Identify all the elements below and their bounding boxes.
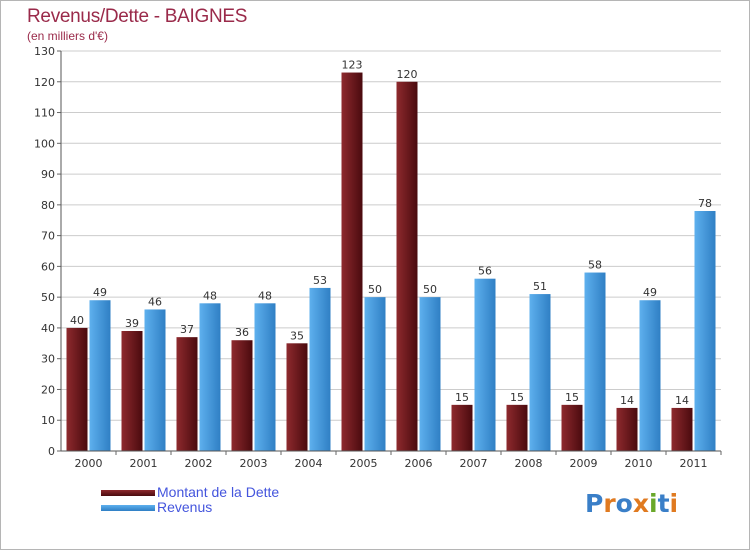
y-tick-label: 30 [41,353,55,366]
data-label: 120 [397,68,418,81]
x-tick-label: 2005 [350,457,378,470]
logo-letter: t [657,489,670,518]
bar-dette [506,404,528,451]
bar-revenus [309,287,331,451]
y-tick-label: 110 [34,107,55,120]
bar-dette [231,340,253,451]
data-label: 35 [290,329,304,342]
bar-revenus [584,272,606,451]
data-label: 48 [203,289,217,302]
y-tick-label: 90 [41,168,55,181]
x-tick-label: 2000 [75,457,103,470]
legend-label-dette: Montant de la Dette [157,484,280,500]
x-tick-label: 2006 [405,457,433,470]
bar-revenus [474,278,496,451]
x-tick-label: 2007 [460,457,488,470]
bar-revenus [199,303,221,451]
x-tick-label: 2010 [625,457,653,470]
bar-dette [121,331,143,451]
data-label: 48 [258,289,272,302]
logo-letter: r [603,489,616,518]
x-tick-label: 2002 [185,457,213,470]
data-label: 56 [478,265,492,278]
x-tick-label: 2004 [295,457,323,470]
y-tick-label: 10 [41,414,55,427]
x-tick-label: 2003 [240,457,268,470]
bar-revenus [364,297,386,451]
bar-revenus [639,300,661,451]
data-label: 78 [698,197,712,210]
proxiti-logo: Proxiti [585,489,678,518]
bar-dette [396,81,418,452]
bar-revenus [89,300,111,451]
data-label: 15 [510,391,524,404]
chart-title: Revenus/Dette - BAIGNES [27,6,248,27]
logo-letter: i [649,489,658,518]
bar-revenus [694,211,716,451]
y-tick-label: 70 [41,230,55,243]
data-label: 15 [565,391,579,404]
data-label: 123 [342,59,363,72]
bar-dette [616,407,638,451]
logo-letter: o [615,489,633,518]
bar-dette [176,337,198,451]
chart-subtitle: (en milliers d'€) [27,29,108,43]
y-tick-label: 60 [41,260,55,273]
y-tick-label: 0 [48,445,55,458]
data-label: 50 [368,283,382,296]
data-label: 37 [180,323,194,336]
legend-swatch-revenus [101,505,155,511]
data-label: 49 [643,286,657,299]
bar-dette [451,404,473,451]
x-tick-label: 2011 [680,457,708,470]
y-tick-label: 80 [41,199,55,212]
bar-revenus [254,303,276,451]
data-label: 50 [423,283,437,296]
bar-dette [66,327,88,451]
y-tick-label: 100 [34,137,55,150]
data-label: 46 [148,295,162,308]
bar-dette [341,72,363,452]
y-tick-label: 120 [34,76,55,89]
data-label: 53 [313,274,327,287]
x-tick-label: 2009 [570,457,598,470]
bar-dette [561,404,583,451]
logo-letter: P [585,489,604,518]
bar-revenus [529,294,551,451]
data-label: 49 [93,286,107,299]
y-tick-label: 20 [41,383,55,396]
bar-revenus [144,309,166,451]
bar-revenus [419,297,441,451]
y-tick-label: 130 [34,45,55,58]
logo-letter: i [669,489,679,518]
x-tick-label: 2001 [130,457,158,470]
logo-letter: x [632,489,649,518]
data-label: 36 [235,326,249,339]
y-tick-label: 40 [41,322,55,335]
data-label: 58 [588,259,602,272]
bar-dette [286,343,308,451]
y-tick-label: 50 [41,291,55,304]
x-tick-label: 2008 [515,457,543,470]
data-label: 14 [675,394,689,407]
bar-dette [671,407,693,451]
legend-swatch-dette [101,490,155,496]
data-label: 14 [620,394,634,407]
data-label: 51 [533,280,547,293]
data-label: 39 [125,317,139,330]
data-label: 15 [455,391,469,404]
legend-label-revenus: Revenus [157,499,213,515]
data-label: 40 [70,314,84,327]
